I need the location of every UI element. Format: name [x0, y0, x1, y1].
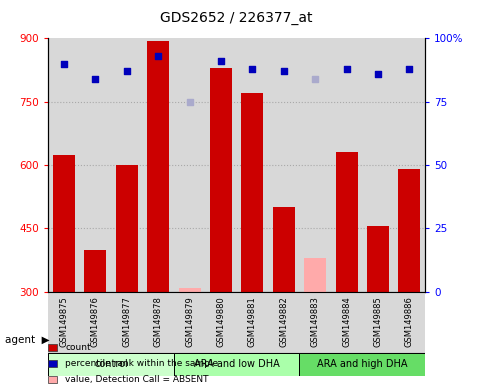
Bar [394, 292, 425, 353]
Text: GSM149886: GSM149886 [405, 296, 414, 347]
Point [312, 76, 319, 82]
Text: GSM149885: GSM149885 [373, 296, 383, 347]
Bar [362, 292, 394, 353]
Bar [362, 38, 394, 292]
Point [280, 68, 288, 74]
Bar [48, 353, 174, 376]
Text: ARA and high DHA: ARA and high DHA [317, 359, 408, 369]
Point [92, 76, 99, 82]
Bar [299, 353, 425, 376]
Text: count: count [65, 343, 91, 352]
Text: GSM149881: GSM149881 [248, 296, 257, 347]
Bar [53, 154, 75, 292]
Point [185, 99, 193, 105]
Text: value, Detection Call = ABSENT: value, Detection Call = ABSENT [65, 375, 209, 384]
Bar [237, 38, 268, 292]
Bar [179, 288, 200, 292]
Bar [111, 292, 142, 353]
Bar [268, 38, 299, 292]
Bar [174, 38, 205, 292]
Bar [367, 227, 389, 292]
Bar [142, 38, 174, 292]
Text: control: control [94, 359, 128, 369]
Text: GSM149883: GSM149883 [311, 296, 320, 347]
Bar [304, 258, 326, 292]
Text: GDS2652 / 226377_at: GDS2652 / 226377_at [160, 11, 313, 25]
Bar [85, 250, 106, 292]
Text: GSM149880: GSM149880 [216, 296, 226, 347]
Text: ARA and low DHA: ARA and low DHA [194, 359, 280, 369]
Bar [331, 292, 362, 353]
Point [123, 68, 130, 74]
Bar [80, 292, 111, 353]
Bar [398, 169, 420, 292]
Bar [268, 292, 299, 353]
Bar [210, 68, 232, 292]
Point [374, 71, 382, 77]
Text: GSM149877: GSM149877 [122, 296, 131, 347]
Bar [205, 38, 237, 292]
Bar [174, 292, 205, 353]
Point [155, 53, 162, 59]
Bar [147, 40, 169, 292]
Point [217, 58, 225, 64]
Point [343, 66, 351, 72]
Text: GSM149875: GSM149875 [59, 296, 69, 347]
Bar [336, 152, 357, 292]
Bar [242, 93, 263, 292]
Bar [237, 292, 268, 353]
Bar [48, 292, 80, 353]
Bar [174, 353, 299, 376]
Point [406, 66, 413, 72]
Text: GSM149876: GSM149876 [91, 296, 100, 347]
Text: agent  ▶: agent ▶ [5, 335, 49, 345]
Text: GSM149884: GSM149884 [342, 296, 351, 347]
Text: percentile rank within the sample: percentile rank within the sample [65, 359, 218, 368]
Point [60, 61, 68, 67]
Bar [111, 38, 142, 292]
Bar [80, 38, 111, 292]
Bar [116, 165, 138, 292]
Bar [48, 38, 80, 292]
Bar [299, 292, 331, 353]
Text: GSM149878: GSM149878 [154, 296, 163, 347]
Bar [331, 38, 362, 292]
Text: GSM149882: GSM149882 [279, 296, 288, 347]
Text: GSM149879: GSM149879 [185, 296, 194, 347]
Bar [273, 207, 295, 292]
Bar [142, 292, 174, 353]
Bar [205, 292, 237, 353]
Point [249, 66, 256, 72]
Bar [394, 38, 425, 292]
Bar [299, 38, 331, 292]
